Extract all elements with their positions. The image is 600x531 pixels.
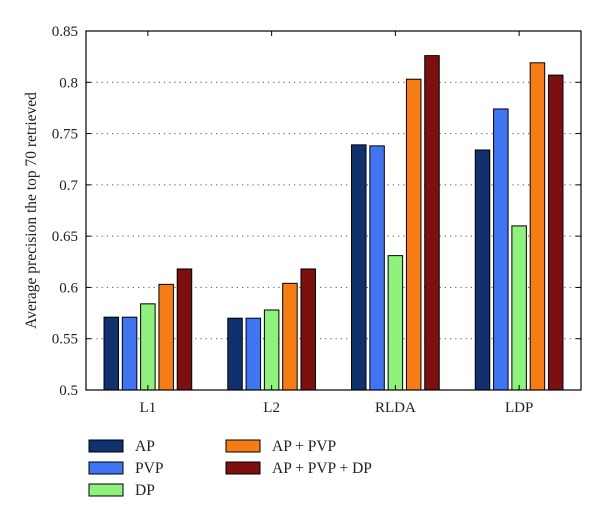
bar xyxy=(351,144,367,391)
bar xyxy=(282,282,298,391)
bar xyxy=(263,309,280,391)
legend-swatch xyxy=(225,439,261,453)
bar xyxy=(300,268,316,391)
legend-label: AP xyxy=(135,438,155,455)
bar xyxy=(121,316,138,391)
axis-ticks: 0.5 0.55 0.6 0.65 0.7 0.75 0.8 0.85 L1 L2 RLDA LDP xyxy=(52,24,581,416)
y-tick-label: 0.55 xyxy=(52,332,78,348)
bar xyxy=(387,255,404,391)
bar xyxy=(474,149,491,391)
x-tick-label: LDP xyxy=(505,400,533,416)
bar xyxy=(424,55,440,391)
legend-label: DP xyxy=(135,482,155,499)
bar xyxy=(227,317,243,391)
y-tick-label: 0.8 xyxy=(59,75,78,91)
bar xyxy=(511,225,527,391)
bar xyxy=(529,62,546,391)
legend-label: AP + PVP xyxy=(272,438,336,455)
x-tick-label: L2 xyxy=(263,400,280,416)
legend: AP PVP DP AP + PVP AP + PVP + DP xyxy=(88,438,372,499)
x-tick-label: L1 xyxy=(140,400,157,416)
y-tick-label: 0.75 xyxy=(52,127,78,143)
legend-swatch xyxy=(88,461,124,475)
y-tick-label: 0.5 xyxy=(59,383,78,399)
y-tick-label: 0.65 xyxy=(52,229,78,245)
legend-swatch xyxy=(225,461,261,475)
bar xyxy=(158,283,174,391)
plot-frame xyxy=(85,30,582,391)
y-axis-title: Average precision the top 70 retrieved xyxy=(23,92,40,329)
bar xyxy=(405,78,422,391)
legend-swatch xyxy=(88,439,124,453)
y-tick-label: 0.6 xyxy=(59,280,78,296)
x-tick-label: RLDA xyxy=(375,400,416,416)
bars xyxy=(103,55,564,391)
bar xyxy=(547,74,564,391)
bar xyxy=(103,316,120,391)
bar xyxy=(245,317,262,391)
y-tick-label: 0.7 xyxy=(59,178,78,194)
y-tick-label: 0.85 xyxy=(52,24,78,40)
bar xyxy=(140,303,156,391)
bar xyxy=(369,145,385,391)
legend-label: AP + PVP + DP xyxy=(272,460,372,477)
bar xyxy=(176,268,193,391)
legend-swatch xyxy=(88,483,124,497)
bar xyxy=(493,108,509,391)
legend-label: PVP xyxy=(135,460,163,477)
